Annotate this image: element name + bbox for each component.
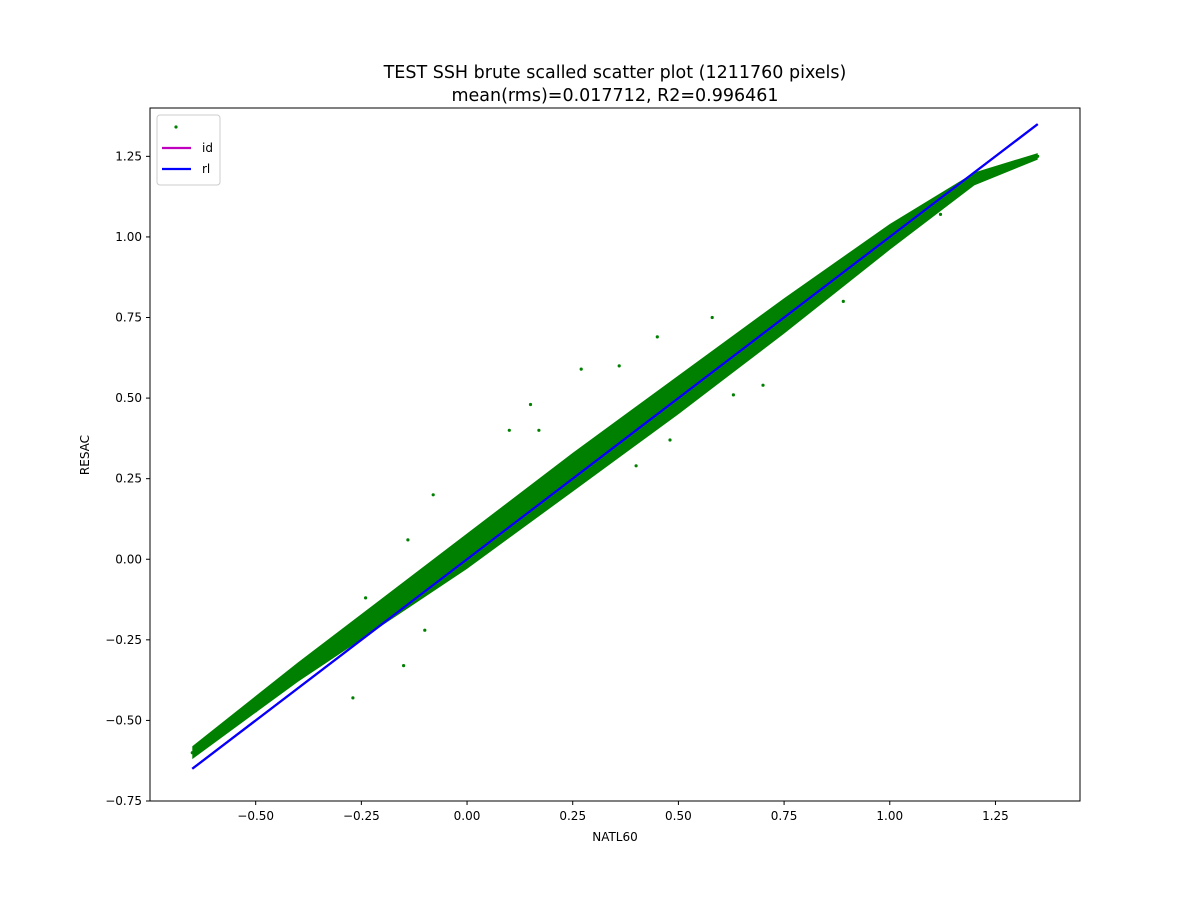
x-tick-label-5: 0.75 xyxy=(771,809,798,823)
data-point-20 xyxy=(592,457,596,461)
data-point-51 xyxy=(710,315,714,320)
y-tick-label-1: −0.50 xyxy=(105,713,142,727)
data-point-41 xyxy=(1036,154,1040,158)
x-tick-label-4: 0.50 xyxy=(665,809,692,823)
data-point-2 xyxy=(224,728,228,732)
data-point-57 xyxy=(402,664,406,668)
y-tick-label-4: 0.25 xyxy=(115,472,142,486)
data-point-7 xyxy=(317,657,321,661)
data-point-1 xyxy=(211,738,215,742)
data-point-42 xyxy=(528,402,533,407)
y-tick-label-2: −0.25 xyxy=(105,633,142,647)
data-point-16 xyxy=(507,522,511,526)
y-tick-label-3: 0.00 xyxy=(115,552,142,566)
x-tick-label-6: 1.00 xyxy=(876,809,903,823)
plot-frame xyxy=(149,107,1081,802)
y-axis-label: RESAC xyxy=(78,435,92,475)
x-tick-label-7: 1.25 xyxy=(982,809,1009,823)
y-tick-label-8: 1.25 xyxy=(115,149,142,163)
data-point-38 xyxy=(972,174,976,178)
y-axis: −0.75 −0.50 −0.25 0.00 0.25 0.50 0.75 1.00 1.25 xyxy=(105,149,150,808)
plot-area xyxy=(190,123,1040,770)
legend-box xyxy=(156,114,221,186)
data-point-52 xyxy=(634,464,638,468)
data-point-24 xyxy=(676,393,681,397)
legend-marker-points xyxy=(174,125,178,129)
x-tick-label-0: −0.50 xyxy=(237,809,274,823)
legend-label-2: rl xyxy=(202,162,210,176)
data-point-59 xyxy=(841,299,845,303)
data-point-18 xyxy=(550,490,554,494)
x-tick-label-3: 0.25 xyxy=(559,809,586,823)
data-point-9 xyxy=(359,628,363,632)
data-point-13 xyxy=(444,564,448,568)
data-point-46 xyxy=(406,538,410,542)
x-tick-label-1: −0.25 xyxy=(343,809,380,823)
data-point-25 xyxy=(697,377,702,381)
data-point-11 xyxy=(402,596,406,600)
x-axis: −0.50 −0.25 0.00 0.25 0.50 0.75 1.00 1.25 xyxy=(237,801,1009,823)
data-point-39 xyxy=(993,167,998,171)
data-point-56 xyxy=(351,696,355,700)
legend-label-1: id xyxy=(202,141,213,155)
data-point-55 xyxy=(423,628,427,632)
data-point-0 xyxy=(190,751,194,755)
data-point-19 xyxy=(571,473,575,478)
data-point-3 xyxy=(232,718,237,723)
chart-title: TEST SSH brute scalled scatter plot (121… xyxy=(383,63,847,83)
data-point-21 xyxy=(613,441,617,445)
x-tick-label-2: 0.00 xyxy=(454,809,481,823)
data-point-43 xyxy=(579,367,583,371)
data-point-5 xyxy=(275,693,279,697)
data-point-17 xyxy=(528,506,533,510)
y-tick-label-6: 0.75 xyxy=(115,311,142,325)
data-point-15 xyxy=(486,535,490,539)
data-point-60 xyxy=(938,212,943,216)
series-line-rl xyxy=(191,123,1039,770)
data-point-44 xyxy=(507,428,511,432)
data-point-22 xyxy=(634,425,638,429)
legend: id rl xyxy=(156,114,221,186)
data-point-4 xyxy=(254,709,258,713)
data-point-48 xyxy=(431,493,435,497)
data-point-49 xyxy=(617,364,621,368)
data-point-6 xyxy=(296,673,300,677)
data-point-12 xyxy=(423,580,427,584)
chart-subtitle: mean(rms)=0.017712, R2=0.996461 xyxy=(451,86,778,106)
scatter-density-band xyxy=(192,153,1038,760)
data-point-53 xyxy=(761,383,765,387)
y-tick-label-0: −0.75 xyxy=(105,794,142,808)
data-point-50 xyxy=(655,335,659,339)
data-point-23 xyxy=(655,409,659,413)
data-point-40 xyxy=(1015,161,1019,165)
data-point-10 xyxy=(380,612,385,616)
data-point-14 xyxy=(465,551,469,555)
y-tick-label-5: 0.50 xyxy=(115,391,142,405)
data-point-54 xyxy=(668,438,672,442)
y-tick-label-7: 1.00 xyxy=(115,230,142,244)
data-point-8 xyxy=(338,644,342,648)
data-point-45 xyxy=(537,428,541,432)
data-point-47 xyxy=(364,596,368,600)
data-point-58 xyxy=(731,393,736,397)
x-axis-label: NATL60 xyxy=(592,830,638,844)
